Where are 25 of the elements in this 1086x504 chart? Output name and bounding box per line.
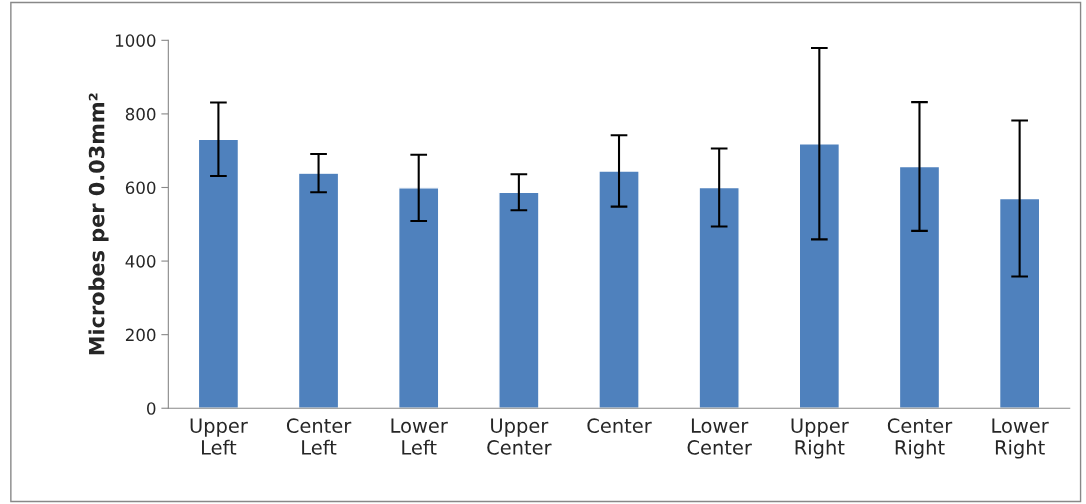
x-tick-label: Lower Left: [391, 418, 448, 455]
bar: [598, 170, 640, 409]
y-axis-title: Microbes per 0.03mm²: [88, 93, 109, 355]
bar: [397, 187, 440, 409]
y-tick-label: 600: [125, 181, 156, 195]
y-tick-label: 0: [147, 402, 156, 415]
bar: [998, 197, 1041, 409]
y-tick-label: 1000: [115, 34, 156, 47]
bar: [498, 191, 540, 409]
y-tick-label: 800: [125, 107, 156, 121]
x-tick-label: Lower Center: [687, 418, 752, 455]
x-tick-label: Center: [587, 418, 652, 434]
x-tick-label: Upper Left: [190, 418, 248, 455]
y-tick-label: 400: [125, 255, 156, 268]
bar: [197, 138, 240, 409]
x-tick-label: Center Left: [286, 418, 352, 455]
bar: [798, 143, 841, 409]
y-tick-label: 200: [125, 328, 156, 342]
x-tick-label: Upper Center: [487, 418, 552, 455]
bar: [898, 165, 941, 409]
x-tick-label: Lower Right: [992, 418, 1049, 459]
bar: [698, 186, 740, 409]
x-tick-label: Upper Right: [791, 418, 849, 459]
bar: [297, 172, 340, 409]
x-tick-label: Center Right: [887, 418, 953, 459]
